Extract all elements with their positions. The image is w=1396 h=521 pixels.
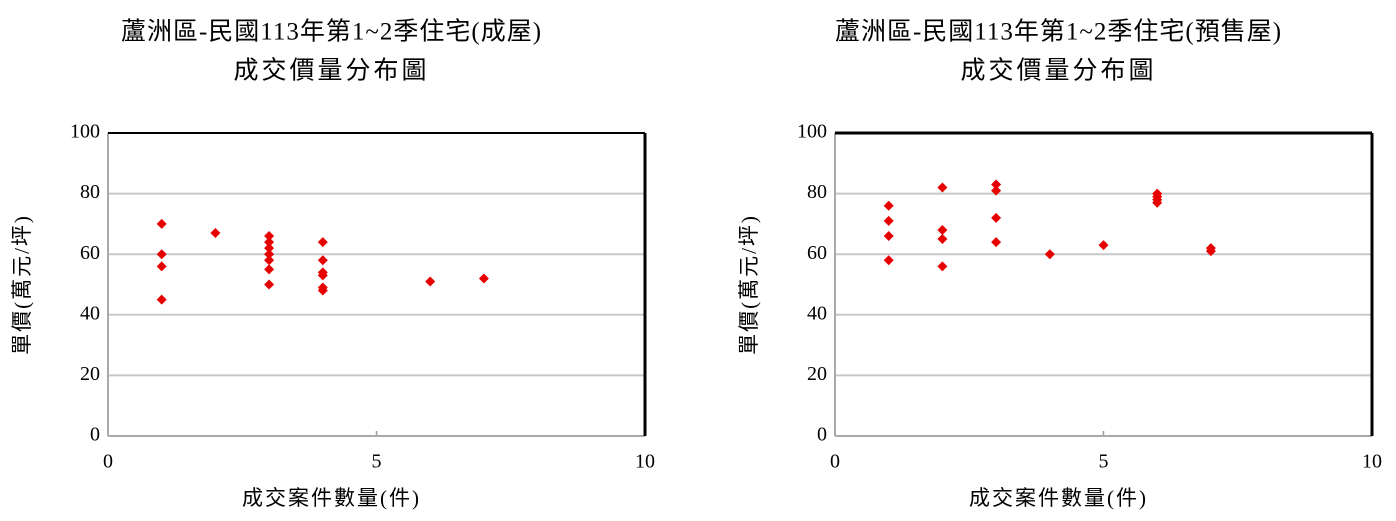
point xyxy=(478,273,489,284)
y-tick-label: 80 xyxy=(80,181,100,203)
x-tick-label: 5 xyxy=(372,451,382,473)
point xyxy=(937,224,948,235)
y-tick-label: 0 xyxy=(90,424,100,446)
chart-title: 蘆洲區-民國113年第1~2季住宅(預售屋) xyxy=(835,18,1282,46)
point xyxy=(264,249,275,260)
x-axis-label: 成交案件數量(件) xyxy=(242,486,421,510)
point xyxy=(1152,197,1163,208)
point xyxy=(156,249,167,260)
chart-title: 蘆洲區-民國113年第1~2季住宅(成屋) xyxy=(121,18,542,46)
point xyxy=(264,264,275,275)
point xyxy=(264,255,275,266)
point xyxy=(991,212,1002,223)
y-tick-label: 60 xyxy=(80,242,100,264)
point xyxy=(991,237,1002,248)
point xyxy=(264,243,275,254)
point xyxy=(317,237,328,248)
y-axis-label: 單價(萬元/坪) xyxy=(737,214,761,355)
point xyxy=(991,185,1002,196)
point xyxy=(883,200,894,211)
point xyxy=(991,179,1002,190)
point xyxy=(425,276,436,287)
y-tick-label: 20 xyxy=(807,363,827,385)
point xyxy=(883,231,894,242)
point xyxy=(156,218,167,229)
point xyxy=(937,261,948,272)
x-tick-label: 0 xyxy=(830,451,840,473)
point xyxy=(264,237,275,248)
point xyxy=(264,279,275,290)
x-axis-label: 成交案件數量(件) xyxy=(969,486,1148,510)
y-tick-label: 0 xyxy=(817,424,827,446)
y-tick-label: 100 xyxy=(797,121,827,143)
y-tick-label: 40 xyxy=(80,302,100,324)
y-tick-label: 100 xyxy=(70,121,100,143)
y-tick-label: 80 xyxy=(807,181,827,203)
x-tick-label: 0 xyxy=(103,451,113,473)
y-axis-label: 單價(萬元/坪) xyxy=(10,214,34,355)
point xyxy=(937,182,948,193)
point xyxy=(1098,240,1109,251)
chart-subtitle: 成交價量分布圖 xyxy=(233,57,429,85)
x-tick-label: 10 xyxy=(1362,451,1382,473)
point xyxy=(156,294,167,305)
y-tick-label: 40 xyxy=(807,302,827,324)
y-tick-label: 20 xyxy=(80,363,100,385)
point xyxy=(883,215,894,226)
point xyxy=(317,270,328,281)
point xyxy=(264,231,275,242)
x-tick-label: 10 xyxy=(635,451,655,473)
y-tick-label: 60 xyxy=(807,242,827,264)
point xyxy=(210,227,221,238)
point xyxy=(317,285,328,296)
point xyxy=(937,234,948,245)
point xyxy=(883,255,894,266)
point xyxy=(156,261,167,272)
point xyxy=(1205,246,1216,257)
chart-subtitle: 成交價量分布圖 xyxy=(960,57,1156,85)
x-tick-label: 5 xyxy=(1099,451,1109,473)
point xyxy=(317,255,328,266)
point xyxy=(1044,249,1055,260)
